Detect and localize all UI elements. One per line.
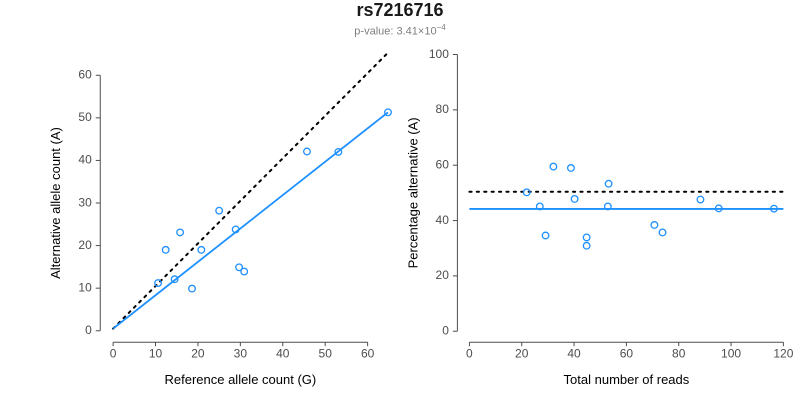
- svg-text:0: 0: [110, 347, 117, 361]
- svg-text:50: 50: [78, 110, 92, 124]
- svg-text:Percentage alternative (A): Percentage alternative (A): [405, 117, 420, 268]
- svg-text:60: 60: [620, 347, 634, 361]
- svg-text:120: 120: [773, 347, 793, 361]
- svg-text:100: 100: [721, 347, 741, 361]
- svg-text:100: 100: [429, 47, 449, 61]
- svg-text:60: 60: [436, 158, 450, 172]
- svg-text:40: 40: [276, 347, 290, 361]
- svg-text:10: 10: [149, 347, 163, 361]
- svg-text:Alternative allele count (A): Alternative allele count (A): [48, 127, 63, 279]
- svg-text:0: 0: [85, 323, 92, 337]
- svg-text:30: 30: [234, 347, 248, 361]
- svg-text:80: 80: [436, 102, 450, 116]
- svg-text:20: 20: [78, 238, 92, 252]
- svg-text:40: 40: [436, 213, 450, 227]
- svg-text:60: 60: [78, 68, 92, 82]
- svg-text:0: 0: [466, 347, 473, 361]
- svg-text:30: 30: [78, 195, 92, 209]
- svg-text:Reference allele count (G): Reference allele count (G): [164, 372, 316, 387]
- svg-text:60: 60: [361, 347, 375, 361]
- svg-text:20: 20: [191, 347, 205, 361]
- svg-text:80: 80: [672, 347, 686, 361]
- svg-text:Total number of reads: Total number of reads: [564, 372, 690, 387]
- svg-text:0: 0: [442, 324, 449, 338]
- svg-text:20: 20: [436, 268, 450, 282]
- svg-text:50: 50: [319, 347, 333, 361]
- svg-text:10: 10: [78, 280, 92, 294]
- svg-text:40: 40: [567, 347, 581, 361]
- svg-text:20: 20: [515, 347, 529, 361]
- svg-text:40: 40: [78, 153, 92, 167]
